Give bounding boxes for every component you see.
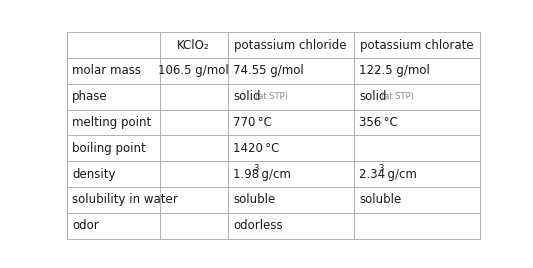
Text: potassium chlorate: potassium chlorate	[360, 39, 473, 51]
Text: odor: odor	[72, 219, 99, 232]
Text: molar mass: molar mass	[72, 64, 141, 77]
Text: (at STP): (at STP)	[381, 92, 414, 101]
Text: phase: phase	[72, 90, 108, 103]
Text: soluble: soluble	[359, 193, 401, 206]
Text: 1420 °C: 1420 °C	[233, 142, 279, 155]
Text: 106.5 g/mol: 106.5 g/mol	[158, 64, 229, 77]
Text: boiling point: boiling point	[72, 142, 146, 155]
Text: (at STP): (at STP)	[255, 92, 287, 101]
Text: density: density	[72, 168, 116, 181]
Text: potassium chloride: potassium chloride	[235, 39, 347, 51]
Text: melting point: melting point	[72, 116, 151, 129]
Text: 356 °C: 356 °C	[359, 116, 398, 129]
Text: 3: 3	[253, 164, 258, 173]
Text: 3: 3	[379, 164, 384, 173]
Text: 770 °C: 770 °C	[233, 116, 272, 129]
Text: odorless: odorless	[233, 219, 282, 232]
Text: 74.55 g/mol: 74.55 g/mol	[233, 64, 304, 77]
Text: solid: solid	[359, 90, 386, 103]
Text: solubility in water: solubility in water	[72, 193, 177, 206]
Text: KClO₂: KClO₂	[177, 39, 210, 51]
Text: 1.98 g/cm: 1.98 g/cm	[233, 168, 291, 181]
Text: solid: solid	[233, 90, 261, 103]
Text: 2.34 g/cm: 2.34 g/cm	[359, 168, 417, 181]
Text: 122.5 g/mol: 122.5 g/mol	[359, 64, 430, 77]
Text: soluble: soluble	[233, 193, 276, 206]
